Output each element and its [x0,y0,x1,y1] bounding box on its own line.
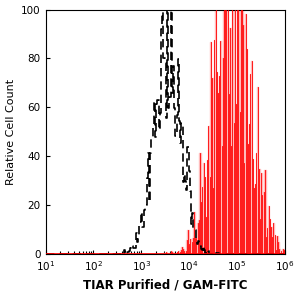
X-axis label: TIAR Purified / GAM-FITC: TIAR Purified / GAM-FITC [83,279,248,291]
Y-axis label: Relative Cell Count: Relative Cell Count [6,79,16,185]
